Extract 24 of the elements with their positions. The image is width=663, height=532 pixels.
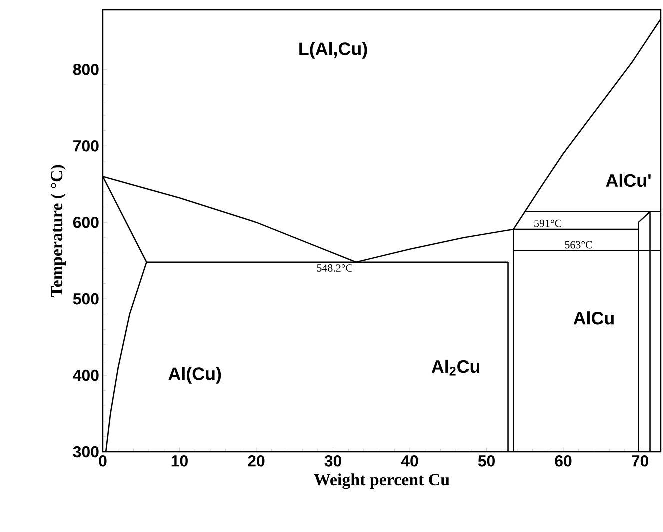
y-axis-title: Temperature ( °C) xyxy=(50,165,66,298)
annotation: 563°C xyxy=(565,241,592,249)
x-tick-label: 20 xyxy=(248,456,265,467)
annotation: 591°C xyxy=(534,220,562,228)
x-tick-label: 30 xyxy=(324,456,342,467)
y-tick-label: 800 xyxy=(73,64,99,76)
y-tick-label: 500 xyxy=(73,293,99,305)
y-tick-label: 600 xyxy=(73,216,99,228)
annotation: AlCu' xyxy=(606,174,651,188)
x-tick-label: 0 xyxy=(99,456,107,467)
x-tick-label: 50 xyxy=(478,456,495,467)
y-tick-label: 700 xyxy=(74,140,99,152)
annotation: Al(Cu) xyxy=(168,367,222,384)
annotation: Al$_{2}$Cu xyxy=(432,360,480,376)
x-tick-label: 10 xyxy=(172,456,188,467)
annotation: L(Al,Cu) xyxy=(300,42,368,59)
y-tick-label: 400 xyxy=(73,370,99,382)
annotation: AlCu xyxy=(574,312,614,325)
x-tick-label: 70 xyxy=(632,456,648,467)
y-tick-label: 300 xyxy=(73,446,99,458)
x-axis-title: Weight percent Cu xyxy=(314,474,450,490)
annotation: 548.2°C xyxy=(317,264,352,272)
x-tick-label: 40 xyxy=(401,456,418,467)
x-tick-label: 60 xyxy=(555,456,572,467)
